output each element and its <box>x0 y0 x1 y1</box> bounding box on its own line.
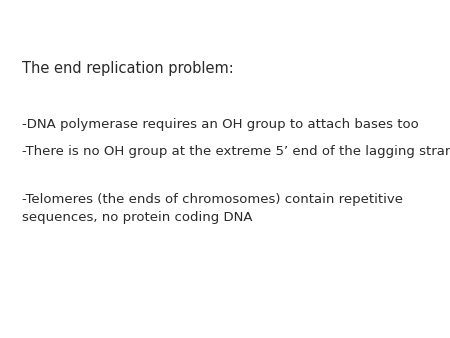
Text: -DNA polymerase requires an OH group to attach bases too: -DNA polymerase requires an OH group to … <box>22 118 419 131</box>
Text: -There is no OH group at the extreme 5’ end of the lagging strand: -There is no OH group at the extreme 5’ … <box>22 145 450 158</box>
Text: The end replication problem:: The end replication problem: <box>22 61 234 76</box>
Text: -Telomeres (the ends of chromosomes) contain repetitive
sequences, no protein co: -Telomeres (the ends of chromosomes) con… <box>22 193 404 224</box>
